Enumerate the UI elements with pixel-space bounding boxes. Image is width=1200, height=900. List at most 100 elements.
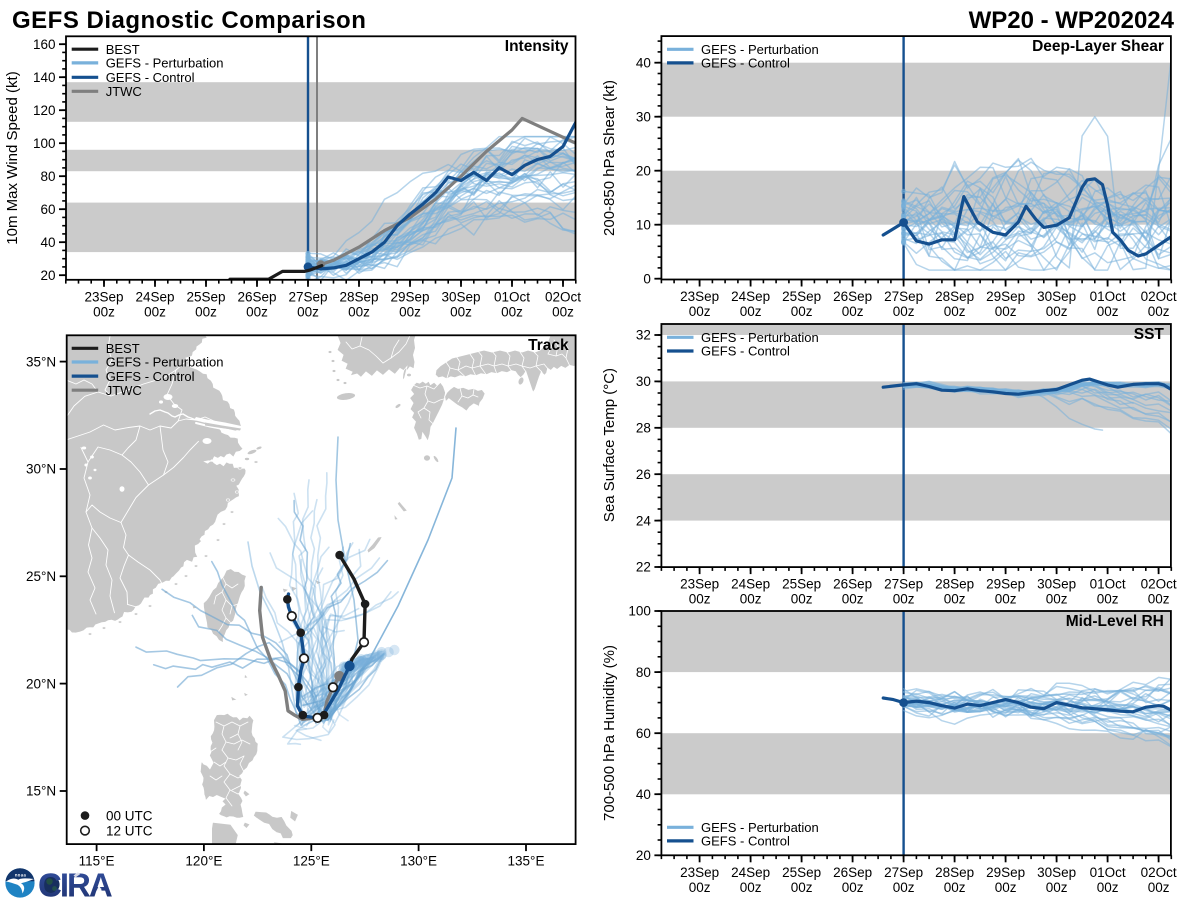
svg-text:00z: 00z bbox=[195, 304, 217, 319]
svg-text:100: 100 bbox=[628, 604, 651, 619]
svg-text:27Sep: 27Sep bbox=[884, 865, 923, 880]
svg-text:40: 40 bbox=[40, 235, 55, 250]
svg-text:12 UTC: 12 UTC bbox=[106, 823, 153, 838]
svg-text:00z: 00z bbox=[893, 304, 915, 319]
svg-text:130°E: 130°E bbox=[400, 854, 437, 869]
svg-text:00z: 00z bbox=[791, 592, 813, 607]
svg-text:700-500 hPa Humidity (%): 700-500 hPa Humidity (%) bbox=[601, 645, 618, 821]
svg-text:WP20 - WP202024: WP20 - WP202024 bbox=[969, 7, 1175, 34]
svg-text:60: 60 bbox=[636, 726, 651, 741]
svg-text:01Oct: 01Oct bbox=[1090, 577, 1126, 592]
svg-text:20: 20 bbox=[636, 848, 651, 863]
svg-text:BEST: BEST bbox=[106, 42, 140, 57]
svg-text:23Sep: 23Sep bbox=[680, 577, 719, 592]
svg-text:24Sep: 24Sep bbox=[731, 577, 770, 592]
svg-text:27Sep: 27Sep bbox=[884, 577, 923, 592]
svg-text:32: 32 bbox=[636, 328, 651, 343]
svg-text:24Sep: 24Sep bbox=[731, 865, 770, 880]
svg-text:GEFS - Control: GEFS - Control bbox=[701, 344, 790, 359]
svg-text:GEFS - Perturbation: GEFS - Perturbation bbox=[701, 330, 819, 345]
svg-text:60: 60 bbox=[40, 202, 55, 217]
svg-text:00z: 00z bbox=[399, 304, 421, 319]
svg-text:26Sep: 26Sep bbox=[237, 289, 276, 304]
svg-text:200-850 hPa Shear (kt): 200-850 hPa Shear (kt) bbox=[601, 80, 618, 236]
svg-text:00z: 00z bbox=[791, 304, 813, 319]
svg-text:25Sep: 25Sep bbox=[782, 577, 821, 592]
svg-text:15°N: 15°N bbox=[26, 784, 56, 799]
svg-text:GEFS Diagnostic Comparison: GEFS Diagnostic Comparison bbox=[12, 7, 366, 34]
svg-text:00z: 00z bbox=[689, 880, 711, 895]
svg-text:115°E: 115°E bbox=[79, 854, 115, 869]
svg-text:00z: 00z bbox=[1097, 880, 1119, 895]
svg-text:00z: 00z bbox=[1148, 880, 1170, 895]
svg-text:120: 120 bbox=[33, 103, 56, 118]
svg-text:160: 160 bbox=[33, 37, 56, 52]
svg-text:23Sep: 23Sep bbox=[680, 865, 719, 880]
svg-text:22: 22 bbox=[636, 560, 651, 575]
svg-text:0: 0 bbox=[643, 271, 651, 286]
svg-text:00z: 00z bbox=[995, 592, 1017, 607]
svg-text:00z: 00z bbox=[1046, 592, 1068, 607]
svg-text:00z: 00z bbox=[791, 880, 813, 895]
svg-text:00z: 00z bbox=[944, 304, 966, 319]
svg-text:29Sep: 29Sep bbox=[986, 577, 1025, 592]
svg-text:30Sep: 30Sep bbox=[1037, 865, 1076, 880]
svg-text:00z: 00z bbox=[1046, 304, 1068, 319]
svg-text:00z: 00z bbox=[944, 592, 966, 607]
svg-text:28Sep: 28Sep bbox=[935, 577, 974, 592]
svg-text:20: 20 bbox=[40, 268, 55, 283]
svg-text:00z: 00z bbox=[501, 304, 523, 319]
svg-text:GEFS - Perturbation: GEFS - Perturbation bbox=[106, 355, 224, 370]
svg-text:24Sep: 24Sep bbox=[135, 289, 174, 304]
svg-text:01Oct: 01Oct bbox=[494, 289, 530, 304]
svg-text:29Sep: 29Sep bbox=[986, 289, 1025, 304]
svg-text:GEFS - Control: GEFS - Control bbox=[106, 70, 195, 85]
svg-text:125°E: 125°E bbox=[293, 854, 330, 869]
svg-text:02Oct: 02Oct bbox=[1141, 577, 1177, 592]
svg-text:Track: Track bbox=[528, 337, 569, 354]
svg-text:40: 40 bbox=[636, 55, 651, 70]
svg-text:23Sep: 23Sep bbox=[680, 289, 719, 304]
svg-text:100: 100 bbox=[33, 136, 56, 151]
svg-text:00z: 00z bbox=[348, 304, 370, 319]
svg-text:00z: 00z bbox=[740, 592, 762, 607]
svg-text:00z: 00z bbox=[995, 880, 1017, 895]
svg-text:26Sep: 26Sep bbox=[833, 577, 872, 592]
svg-text:28Sep: 28Sep bbox=[935, 289, 974, 304]
svg-text:29Sep: 29Sep bbox=[986, 865, 1025, 880]
svg-text:35°N: 35°N bbox=[26, 354, 56, 369]
svg-text:30°N: 30°N bbox=[26, 462, 56, 477]
svg-text:00z: 00z bbox=[1148, 592, 1170, 607]
svg-text:28Sep: 28Sep bbox=[339, 289, 378, 304]
svg-text:01Oct: 01Oct bbox=[1090, 865, 1126, 880]
svg-text:00z: 00z bbox=[1046, 880, 1068, 895]
svg-text:25Sep: 25Sep bbox=[782, 865, 821, 880]
svg-text:00z: 00z bbox=[842, 880, 864, 895]
svg-text:01Oct: 01Oct bbox=[1090, 289, 1126, 304]
svg-text:noaa: noaa bbox=[15, 873, 27, 878]
svg-text:30Sep: 30Sep bbox=[1037, 577, 1076, 592]
svg-text:00z: 00z bbox=[893, 592, 915, 607]
svg-text:120°E: 120°E bbox=[185, 854, 222, 869]
svg-text:00z: 00z bbox=[1148, 304, 1170, 319]
svg-text:CIRA: CIRA bbox=[38, 867, 112, 900]
svg-text:00z: 00z bbox=[944, 880, 966, 895]
svg-text:00z: 00z bbox=[893, 880, 915, 895]
svg-text:30Sep: 30Sep bbox=[1037, 289, 1076, 304]
svg-text:30: 30 bbox=[636, 374, 651, 389]
svg-text:GEFS - Perturbation: GEFS - Perturbation bbox=[701, 42, 819, 57]
svg-text:28Sep: 28Sep bbox=[935, 865, 974, 880]
svg-text:20°N: 20°N bbox=[26, 676, 56, 691]
svg-text:JTWC: JTWC bbox=[106, 84, 142, 99]
svg-text:GEFS - Control: GEFS - Control bbox=[701, 56, 790, 71]
svg-text:23Sep: 23Sep bbox=[84, 289, 123, 304]
svg-text:00z: 00z bbox=[246, 304, 268, 319]
svg-text:00z: 00z bbox=[689, 304, 711, 319]
svg-text:00z: 00z bbox=[144, 304, 166, 319]
svg-text:25Sep: 25Sep bbox=[186, 289, 225, 304]
svg-text:135°E: 135°E bbox=[508, 854, 545, 869]
svg-text:30: 30 bbox=[636, 109, 651, 124]
svg-text:140: 140 bbox=[33, 70, 56, 85]
svg-text:00z: 00z bbox=[450, 304, 472, 319]
svg-text:27Sep: 27Sep bbox=[288, 289, 327, 304]
